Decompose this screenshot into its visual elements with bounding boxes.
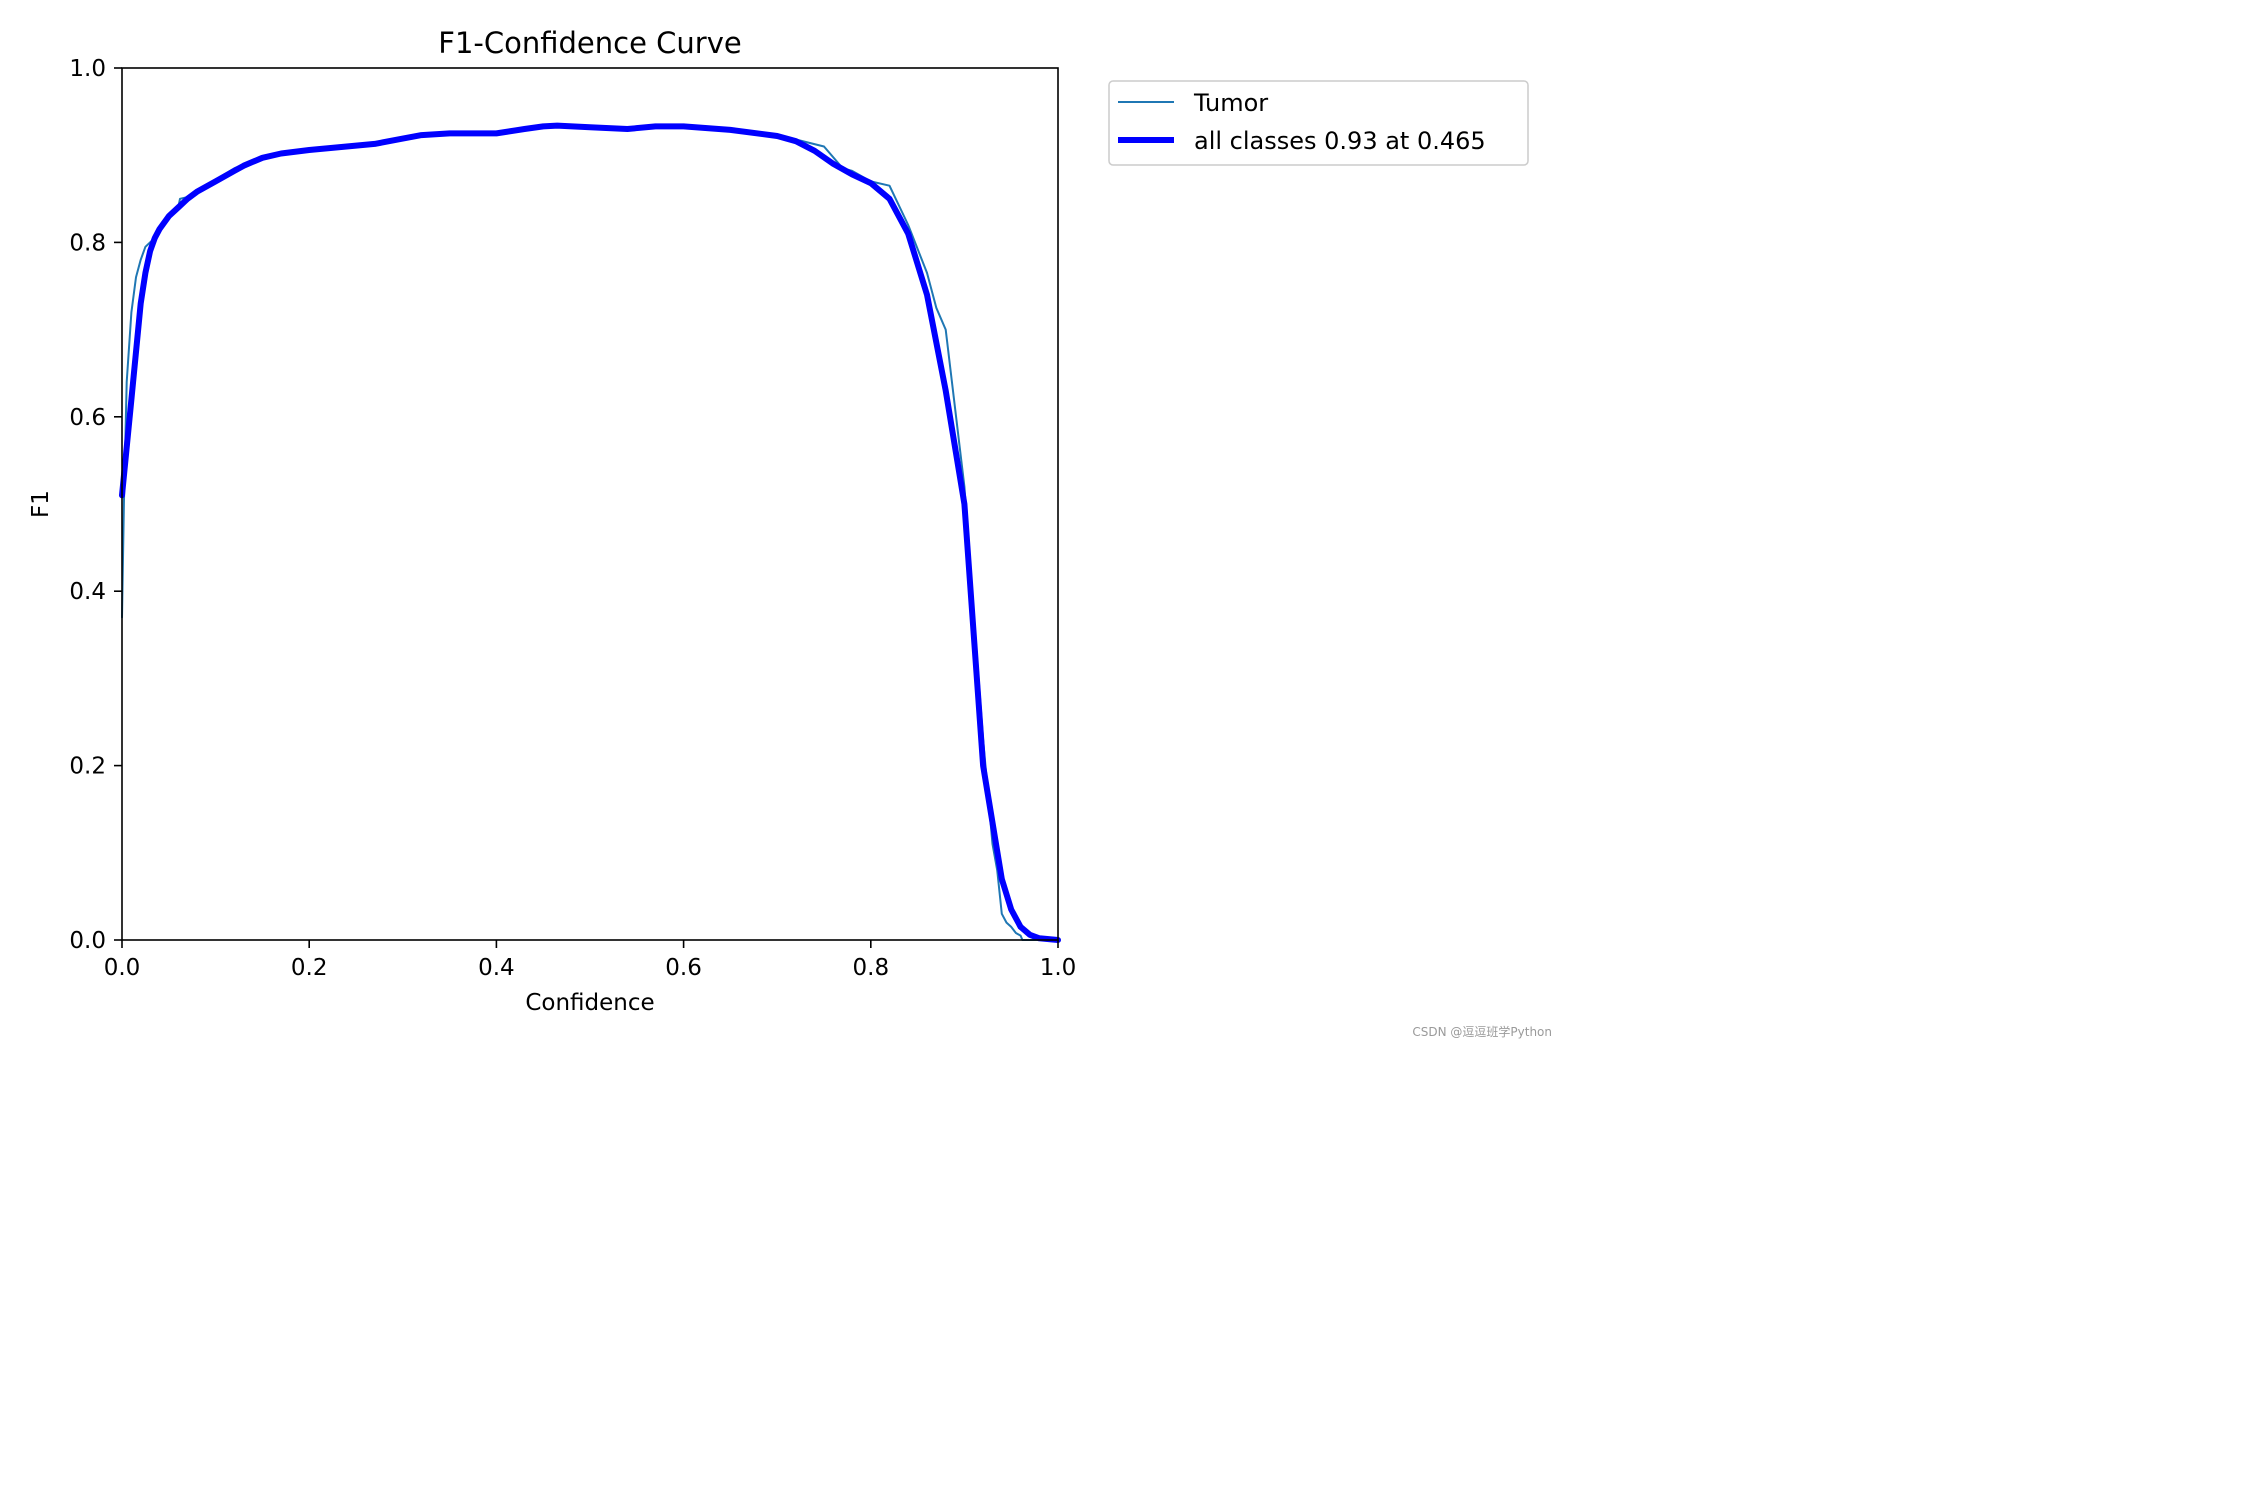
- f1-confidence-chart: F1-Confidence Curve 0.0 0.2 0.4 0.6 0.8 1.0 0…: [28, 26, 1529, 1016]
- x-tick-label: 0.4: [478, 955, 515, 981]
- plot-area: [119, 122, 1061, 943]
- x-axis-label: Confidence: [525, 990, 654, 1016]
- x-tick-label: 0.0: [104, 955, 141, 981]
- chart-title: F1-Confidence Curve: [438, 26, 741, 60]
- series-line-all-classes: [119, 122, 1061, 943]
- y-axis: 0.0 0.2 0.4 0.6 0.8 1.0: [69, 56, 122, 954]
- axes-frame: [121, 67, 1059, 941]
- legend-box: [1108, 80, 1529, 166]
- x-tick-label: 0.2: [291, 955, 328, 981]
- legend-label-tumor: Tumor: [1193, 89, 1268, 117]
- watermark: CSDN @逗逗班学Python: [1412, 1025, 1552, 1039]
- y-tick-label: 0.0: [69, 928, 106, 954]
- x-tick-label: 0.8: [853, 955, 890, 981]
- x-axis: 0.0 0.2 0.4 0.6 0.8 1.0: [104, 940, 1077, 981]
- y-tick-label: 0.2: [69, 754, 106, 780]
- y-tick-label: 0.8: [69, 230, 106, 256]
- y-axis-label: F1: [28, 490, 54, 518]
- x-tick-label: 0.6: [665, 955, 702, 981]
- series-line-tumor: [121, 123, 1059, 941]
- y-tick-label: 0.4: [69, 579, 106, 605]
- y-tick-label: 0.6: [69, 405, 106, 431]
- legend: Tumor all classes 0.93 at 0.465: [1108, 80, 1529, 166]
- legend-label-all-classes: all classes 0.93 at 0.465: [1194, 127, 1486, 155]
- y-tick-label: 1.0: [69, 56, 106, 82]
- x-tick-label: 1.0: [1040, 955, 1077, 981]
